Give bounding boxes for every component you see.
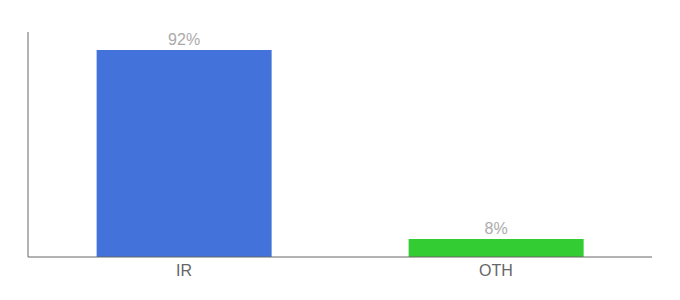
- svg-text:8%: 8%: [485, 220, 508, 237]
- svg-text:IR: IR: [176, 262, 192, 279]
- svg-text:OTH: OTH: [479, 262, 513, 279]
- svg-text:92%: 92%: [168, 31, 200, 48]
